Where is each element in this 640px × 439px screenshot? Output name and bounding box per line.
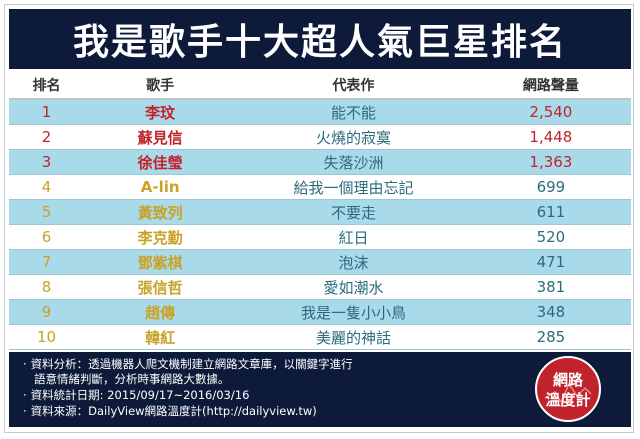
rank-cell: 4 [9,174,85,200]
table-row: 4 A-lin 給我一個理由忘記 699 [9,174,631,200]
column-header-rank: 排名 [9,72,85,100]
singer-cell: 鄧紫棋 [84,249,237,275]
singer-cell: 黃致列 [84,199,237,225]
volume-cell: 348 [470,299,631,325]
page-title: 我是歌手十大超人氣巨星排名 [72,22,567,63]
column-header-singer: 歌手 [84,72,237,100]
singer-cell: 韓紅 [84,324,237,350]
song-cell: 給我一個理由忘記 [236,174,471,200]
rank-cell: 1 [9,99,85,125]
song-cell: 愛如潮水 [236,274,471,300]
song-cell: 紅日 [236,224,471,250]
rank-cell: 9 [9,299,85,325]
table-row: 3 徐佳瑩 失落沙洲 1,363 [9,149,631,175]
volume-cell: 471 [470,249,631,275]
logo-text-line1: 網路 [553,371,584,389]
note-source-text: 資料來源：DailyView網路溫度計(http://dailyview.tw) [30,404,317,418]
column-header-song: 代表作 [236,72,471,100]
table-header-row: 排名 歌手 代表作 網路聲量 [9,72,631,100]
singer-cell: A-lin [84,174,237,200]
note-analysis: · 資料分析：透過機器人爬文機制建立網路文章庫，以關鍵字進行 [23,357,353,371]
table-row: 5 黃致列 不要走 611 [9,199,631,225]
volume-cell: 285 [470,324,631,350]
song-cell: 能不能 [236,99,471,125]
note-analysis-text: 資料分析：透過機器人爬文機制建立網路文章庫，以關鍵字進行 [30,357,353,371]
rank-cell: 8 [9,274,85,300]
table-row: 9 趙傳 我是一隻小小鳥 348 [9,299,631,325]
song-cell: 不要走 [236,199,471,225]
table-row: 1 李玟 能不能 2,540 [9,99,631,125]
table-row: 10 韓紅 美麗的神話 285 [9,324,631,350]
song-cell: 我是一隻小小鳥 [236,299,471,325]
song-cell: 美麗的神話 [236,324,471,350]
volume-cell: 520 [470,224,631,250]
singer-cell: 張信哲 [84,274,237,300]
column-header-volume: 網路聲量 [470,72,631,100]
volume-cell: 2,540 [470,99,631,125]
rank-cell: 7 [9,249,85,275]
volume-cell: 699 [470,174,631,200]
source-notes-panel: · 資料分析：透過機器人爬文機制建立網路文章庫，以關鍵字進行 語意情緒判斷，分析時… [9,352,631,427]
note-source: · 資料來源：DailyView網路溫度計(http://dailyview.tw… [23,404,317,418]
volume-cell: 381 [470,274,631,300]
note-analysis-cont: 語意情緒判斷，分析時事網路大數據。 [34,372,230,386]
volume-cell: 1,448 [470,124,631,150]
song-cell: 火燒的寂寞 [236,124,471,150]
logo-text-line2: 溫度計 [545,391,590,409]
rank-cell: 6 [9,224,85,250]
singer-cell: 李玟 [84,99,237,125]
volume-cell: 1,363 [470,149,631,175]
rank-cell: 10 [9,324,85,350]
singer-cell: 徐佳瑩 [84,149,237,175]
note-date: · 資料統計日期: 2015/09/17~2016/03/16 [23,388,250,402]
singer-cell: 趙傳 [84,299,237,325]
rank-cell: 5 [9,199,85,225]
rank-cell: 3 [9,149,85,175]
volume-cell: 611 [470,199,631,225]
singer-cell: 蘇見信 [84,124,237,150]
rank-cell: 2 [9,124,85,150]
table-row: 2 蘇見信 火燒的寂寞 1,448 [9,124,631,150]
song-cell: 泡沫 [236,249,471,275]
table-row: 6 李克勤 紅日 520 [9,224,631,250]
note-date-text: 資料統計日期: 2015/09/17~2016/03/16 [30,388,250,402]
table-row: 7 鄧紫棋 泡沫 471 [9,249,631,275]
table-row: 8 張信哲 愛如潮水 381 [9,274,631,300]
ranking-table: 排名 歌手 代表作 網路聲量 1 李玟 能不能 2,540 2 蘇見信 火燒的寂… [9,72,631,350]
singer-cell: 李克勤 [84,224,237,250]
song-cell: 失落沙洲 [236,149,471,175]
title-banner: 我是歌手十大超人氣巨星排名 [9,9,631,69]
dailyview-logo: 網路 溫度計 [535,356,601,422]
